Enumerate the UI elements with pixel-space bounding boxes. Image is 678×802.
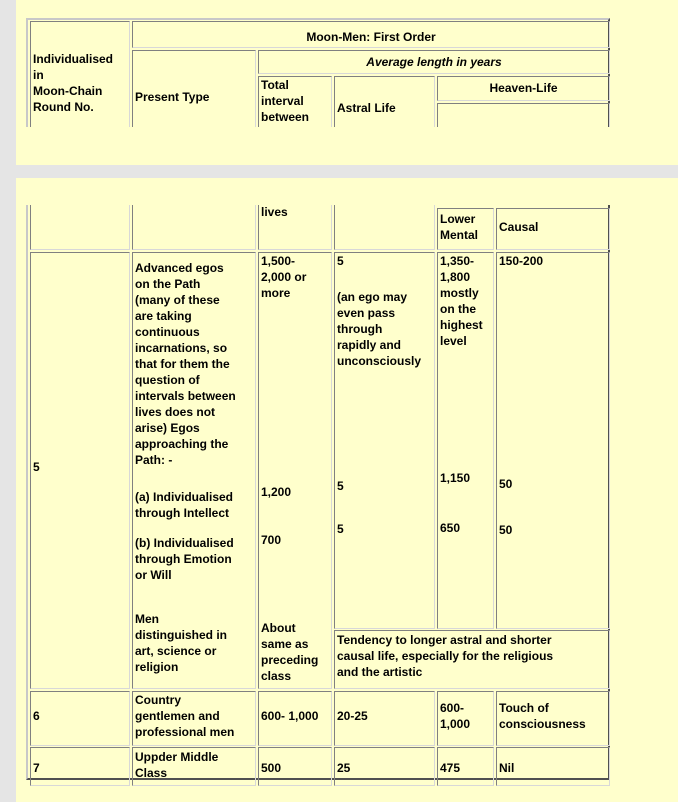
row-7-astral-cell	[334, 747, 435, 786]
row-6-causal: Touch of consciousness	[499, 701, 586, 731]
row-7-type: Uppder Middle Class	[135, 750, 219, 780]
row-5-round-cell	[30, 252, 130, 689]
row-5-note: Tendency to longer astral and shorter ca…	[337, 633, 554, 679]
row-7-causal-cell	[496, 747, 610, 786]
header-group-title: Moon-Men: First Order	[306, 30, 436, 44]
row-5-type-advanced: Advanced egos on the Path (many of these…	[135, 261, 236, 467]
row-6-total: 600- 1,000	[261, 709, 319, 723]
row-7-round: 7	[33, 761, 40, 775]
header-lives: lives	[261, 205, 288, 219]
row-5-lower-mental-emotion: 650	[440, 521, 461, 535]
row-7-causal: Nil	[499, 761, 515, 775]
header-heaven-sub-cell	[437, 103, 610, 127]
header-astral-cell	[334, 76, 435, 127]
row-5-astral-advanced: 5	[337, 254, 344, 268]
row-5-total-cell	[258, 252, 332, 689]
row-5-causal-advanced: 150-200	[499, 254, 544, 268]
header-heaven: Heaven-Life	[489, 81, 558, 95]
row-5-type-emotion: (b) Individualised through Emotion or Wi…	[135, 536, 234, 582]
row-5-astral-intellect: 5	[337, 479, 344, 493]
header-type-cell	[132, 50, 256, 127]
row-5-total-emotion: 700	[261, 533, 282, 547]
row-6-lower-mental-cell	[437, 691, 494, 746]
row-6-total-cell	[258, 691, 332, 746]
header-avg-cell	[258, 50, 610, 74]
row-5-type-intellect: (a) Individualised through Intellect	[135, 490, 234, 520]
row-7-lower-mental-cell	[437, 747, 494, 786]
page-fragment-2	[16, 178, 678, 802]
row-6-lower-mental: 600- 1,000	[440, 701, 471, 731]
row-5-total-advanced: 1,500- 2,000 or more	[261, 254, 307, 300]
header-round-cell	[30, 205, 130, 250]
row-5-causal-cell	[496, 252, 610, 629]
row-5-causal-intellect: 50	[499, 477, 513, 491]
row-5-note-cell	[334, 630, 610, 689]
header-total-cell	[258, 205, 332, 250]
header-round-cell	[30, 21, 130, 127]
row-7-total-cell	[258, 747, 332, 786]
row-7-round-cell	[30, 747, 130, 786]
row-5-type-cell	[132, 252, 256, 689]
row-6-causal-cell	[496, 691, 610, 746]
table-part-1: Individualised in Moon-Chain Round No. M…	[0, 0, 678, 127]
row-6-type-cell	[132, 691, 256, 746]
row-5-astral-note: (an ego may even pass through rapidly an…	[337, 290, 422, 368]
row-5-astral-emotion: 5	[337, 522, 344, 536]
header-causal: Causal	[499, 220, 539, 234]
header-astral: Astral Life	[337, 101, 396, 115]
row-5-astral-cell	[334, 252, 435, 629]
header-avg-length: Average length in years	[366, 55, 502, 69]
row-5-round: 5	[33, 460, 40, 474]
header-type-cell	[132, 205, 256, 250]
row-6-round-cell	[30, 691, 130, 746]
header-lower-mental-cell	[437, 208, 494, 250]
row-5-lower-mental-cell	[437, 252, 494, 629]
header-round: Individualised in Moon-Chain Round No.	[33, 52, 114, 114]
header-present-type: Present Type	[135, 90, 210, 104]
header-lower-mental: Lower Mental	[440, 212, 479, 242]
header-total-interval: Total interval between	[261, 78, 310, 124]
table-part-2: lives Lower Mental Causal 5 Advanced ego…	[0, 205, 678, 802]
row-7-total: 500	[261, 761, 282, 775]
row-5-total-intellect: 1,200	[261, 485, 292, 499]
row-5-type-distinguished: Men distinguished in art, science or rel…	[135, 612, 227, 674]
row-7-lower-mental: 475	[440, 761, 461, 775]
row-6-astral-cell	[334, 691, 435, 746]
row-5-lower-mental-intellect: 1,150	[440, 471, 471, 485]
header-heaven-cell	[437, 76, 610, 101]
row-5-causal-emotion: 50	[499, 523, 513, 537]
page-fragment-1	[16, 0, 678, 165]
header-total-cell	[258, 76, 332, 127]
header-causal-cell	[496, 208, 610, 250]
row-6-astral: 20-25	[337, 709, 368, 723]
header-astral-cell	[334, 205, 435, 250]
row-7-astral: 25	[337, 761, 351, 775]
row-6-round: 6	[33, 709, 40, 723]
row-7-type-cell	[132, 747, 256, 786]
row-5-total-distinguished: About same as preceding class	[261, 621, 319, 683]
header-group-cell	[132, 21, 610, 48]
row-5-lower-mental-advanced: 1,350- 1,800 mostly on the highest level	[440, 254, 483, 348]
row-6-type: Country gentlemen and professional men	[135, 693, 235, 739]
